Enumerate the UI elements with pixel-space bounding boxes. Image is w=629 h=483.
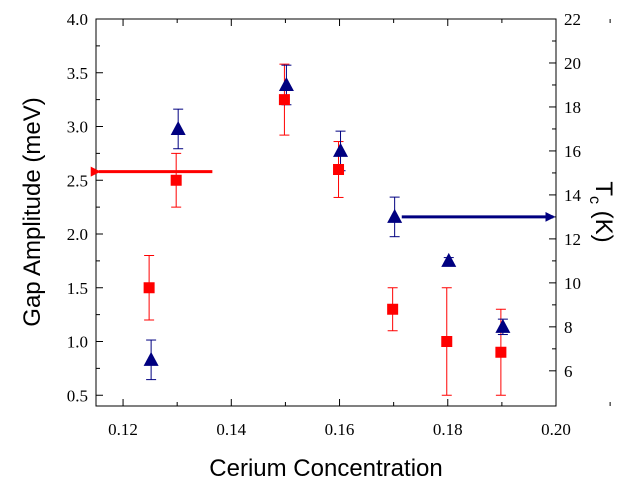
plot-frame [95, 18, 557, 407]
y-right-tick-label: 6 [564, 362, 573, 381]
x-tick-label: 0.16 [325, 420, 355, 439]
y-left-tick-label: 1.0 [67, 333, 88, 352]
x-tick-label: 0.12 [108, 420, 138, 439]
y-left-tick-label: 0.5 [67, 386, 88, 405]
y-right-tick-label: 16 [564, 142, 581, 161]
tc-point-triangle [278, 76, 294, 91]
y-axis-right-title-sub: c [586, 196, 603, 204]
tc-point-triangle [495, 318, 511, 333]
ticks-layer: 0.12 0.14 0.16 0.18 0.20 0.5 1.0 1.5 2.0 2.5 3.0 3.… [67, 10, 611, 439]
error-bars [144, 63, 508, 396]
y-axis-right-title-main: T [590, 181, 617, 196]
y-right-tick-label: 20 [564, 54, 581, 73]
tc-point-triangle [387, 208, 403, 223]
gap-point-square [278, 94, 290, 106]
y-right-tick-label: 18 [564, 98, 581, 117]
y-left-tick-label: 1.5 [67, 279, 88, 298]
y-left-tick-label: 2.0 [67, 225, 88, 244]
data-markers [143, 76, 511, 366]
y-axis-right-title-unit: (K) [590, 204, 617, 243]
x-tick-label: 0.14 [216, 420, 246, 439]
y-right-tick-label: 8 [564, 318, 573, 337]
tc-point-triangle [143, 351, 159, 366]
tc-point-triangle [441, 252, 457, 267]
x-tick-label: 0.18 [433, 420, 463, 439]
gap-point-square [143, 282, 155, 294]
annotation-arrows [90, 166, 556, 222]
gap-point-square [495, 346, 507, 358]
y-left-tick-label: 3.0 [67, 118, 88, 137]
y-right-tick-label: 12 [564, 230, 581, 249]
y-left-tick-label: 4.0 [67, 10, 88, 29]
y-axis-left-title: Gap Amplitude (meV) [19, 97, 46, 326]
y-left-tick-label: 2.5 [67, 171, 88, 190]
y-right-tick-label: 10 [564, 274, 581, 293]
x-tick-label: 0.20 [541, 420, 571, 439]
gap-point-square [441, 336, 453, 347]
tc-point-triangle [333, 142, 349, 157]
y-left-tick-label: 3.5 [67, 64, 88, 83]
x-axis-title: Cerium Concentration [209, 455, 442, 482]
gap-point-square [170, 174, 182, 186]
y-right-tick-label: 14 [564, 186, 582, 205]
y-axis-right-title: Tc (K) [586, 181, 617, 242]
gap-point-square [333, 164, 345, 175]
tc-point-triangle [170, 120, 186, 135]
gap-point-square [387, 303, 399, 315]
y-right-tick-label: 22 [564, 10, 581, 29]
